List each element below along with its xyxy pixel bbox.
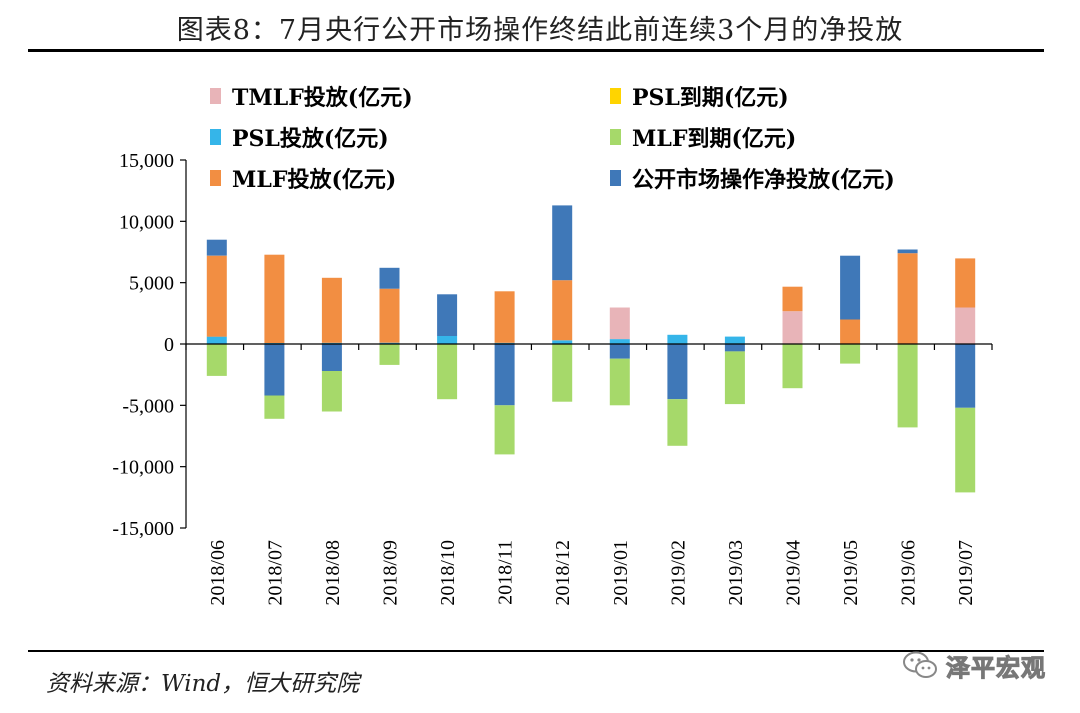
y-tick-label: 10,000 xyxy=(119,211,174,233)
bar-mlf_exp-2019-01 xyxy=(609,358,630,406)
bar-omo-2019-06 xyxy=(897,249,918,254)
x-tick-label: 2018/06 xyxy=(207,540,229,606)
bar-tmlf-2019-07 xyxy=(955,307,976,344)
x-tick-label: 2019/05 xyxy=(840,540,862,606)
watermark: 泽平宏观 xyxy=(902,648,1046,682)
bar-mlf_exp-2018-09 xyxy=(379,344,400,365)
bar-omo-2018-06 xyxy=(206,239,227,256)
bar-omo-2019-05 xyxy=(840,255,861,320)
x-tick-label: 2018/09 xyxy=(380,540,402,606)
legend-label-psl_exp: PSL到期(亿元) xyxy=(632,85,789,111)
bar-mlf-2019-06 xyxy=(897,253,918,344)
bar-mlf_exp-2018-11 xyxy=(494,405,515,455)
x-tick-label: 2018/11 xyxy=(495,540,517,605)
bar-psl-2018-09 xyxy=(379,342,400,344)
bar-mlf-2018-06 xyxy=(206,255,227,337)
x-tick-label: 2019/06 xyxy=(898,540,920,606)
bar-mlf-2018-08 xyxy=(321,277,342,343)
x-tick-label: 2018/10 xyxy=(437,540,459,606)
source-note: 资料来源：Wind，恒大研究院 xyxy=(46,671,360,697)
y-tick-label: 0 xyxy=(164,334,174,356)
legend-swatch-psl xyxy=(210,129,221,145)
y-tick-label: -5,000 xyxy=(122,395,174,417)
legend-swatch-tmlf xyxy=(210,88,221,104)
legend-swatch-omo xyxy=(610,170,621,186)
watermark-text: 泽平宏观 xyxy=(946,653,1046,682)
legend-swatch-mlf_exp xyxy=(610,129,621,145)
legend-label-mlf_exp: MLF到期(亿元) xyxy=(632,126,796,152)
x-tick-label: 2019/02 xyxy=(667,540,689,606)
bar-mlf_exp-2019-06 xyxy=(897,344,918,428)
legend-swatch-mlf xyxy=(210,170,221,186)
bottom-rule xyxy=(28,650,1044,652)
bar-omo-2018-09 xyxy=(379,267,400,289)
bar-psl-2018-06 xyxy=(206,336,227,344)
x-tick-label: 2019/07 xyxy=(955,540,977,606)
bar-psl-2018-12 xyxy=(552,340,573,344)
bar-omo-2018-08 xyxy=(321,344,342,371)
legend-label-psl: PSL投放(亿元) xyxy=(232,126,389,152)
wechat-icon xyxy=(903,651,937,678)
bar-mlf_exp-2019-07 xyxy=(955,407,976,493)
bar-psl-2019-01 xyxy=(609,339,630,344)
y-tick-label: 5,000 xyxy=(129,273,174,295)
y-tick-label: 15,000 xyxy=(119,150,174,172)
bar-omo-2018-11 xyxy=(494,344,515,406)
bar-omo-2019-02 xyxy=(667,344,688,400)
bar-tmlf-2019-04 xyxy=(782,311,803,344)
x-tick-label: 2018/07 xyxy=(264,540,286,606)
bar-mlf-2019-07 xyxy=(955,258,976,308)
bar-mlf-2018-12 xyxy=(552,280,573,341)
y-tick-label: -10,000 xyxy=(112,457,174,479)
bar-mlf-2018-11 xyxy=(494,291,515,343)
x-tick-label: 2019/04 xyxy=(783,540,805,606)
x-tick-label: 2018/12 xyxy=(552,540,574,606)
bar-mlf_exp-2019-05 xyxy=(840,344,861,364)
y-tick-label: -15,000 xyxy=(112,518,174,540)
stacked-bar-chart: 15,000 10,000 5,000 0 -5,000 -10,000 -15,000 20… xyxy=(112,85,993,606)
legend-label-omo: 公开市场操作净投放(亿元) xyxy=(632,167,895,193)
bar-mlf_exp-2019-04 xyxy=(782,344,803,389)
bar-mlf_exp-2018-06 xyxy=(206,344,227,376)
bar-mlf-2018-09 xyxy=(379,288,400,343)
bar-omo-2019-07 xyxy=(955,344,976,408)
bar-mlf-2019-05 xyxy=(840,319,861,344)
bar-mlf_exp-2019-02 xyxy=(667,399,688,446)
bar-psl-2019-02 xyxy=(667,334,688,344)
bar-omo-2018-10 xyxy=(437,294,458,336)
bar-psl-2018-10 xyxy=(437,336,458,344)
bar-omo-2018-12 xyxy=(552,205,573,281)
bar-mlf-2019-04 xyxy=(782,286,803,312)
top-rule xyxy=(28,49,1044,52)
bar-mlf_exp-2018-07 xyxy=(264,395,285,419)
bar-mlf_exp-2018-10 xyxy=(437,344,458,400)
bar-mlf_exp-2018-12 xyxy=(552,344,573,402)
bar-omo-2019-03 xyxy=(724,344,745,352)
bar-omo-2018-07 xyxy=(264,344,285,396)
x-tick-label: 2019/01 xyxy=(610,540,632,606)
x-tick-label: 2019/03 xyxy=(725,540,747,606)
bar-omo-2019-01 xyxy=(609,344,630,359)
bar-mlf_exp-2018-08 xyxy=(321,371,342,412)
bar-psl-2019-03 xyxy=(724,336,745,344)
legend-label-tmlf: TMLF投放(亿元) xyxy=(232,85,413,111)
bar-tmlf-2019-01 xyxy=(609,307,630,340)
legend-swatch-psl_exp xyxy=(610,88,621,104)
bar-mlf_exp-2019-03 xyxy=(724,351,745,405)
bar-mlf-2018-07 xyxy=(264,254,285,343)
legend-label-mlf: MLF投放(亿元) xyxy=(232,167,396,193)
chart-title: 图表8：7月央行公开市场操作终结此前连续3个月的净投放 xyxy=(176,15,904,46)
x-tick-label: 2018/08 xyxy=(322,540,344,606)
